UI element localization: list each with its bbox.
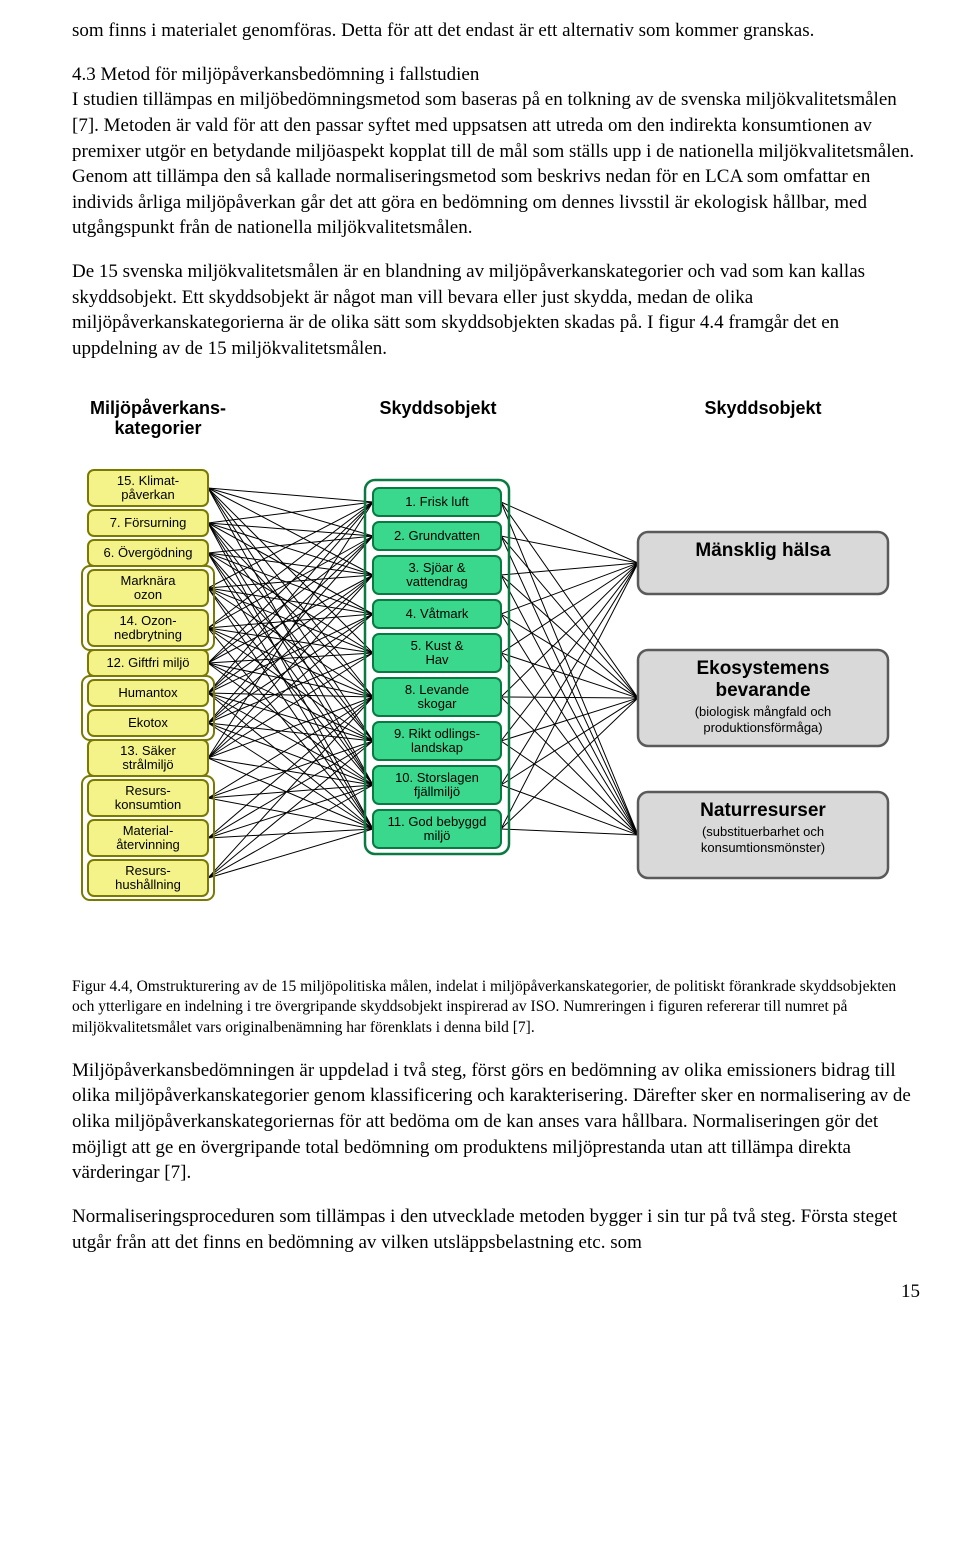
svg-text:miljö: miljö [424,828,451,843]
svg-text:5. Kust &: 5. Kust & [411,638,464,653]
edges-mid-right [501,502,638,835]
svg-text:7. Försurning: 7. Försurning [110,515,187,530]
svg-text:3. Sjöar &: 3. Sjöar & [408,560,465,575]
body-text: De 15 svenska miljökvalitetsmålen är en … [72,259,920,362]
col3-header: Skyddsobjekt [704,398,821,418]
page-number: 15 [72,1279,920,1305]
svg-text:påverkan: påverkan [121,487,174,502]
svg-text:nedbrytning: nedbrytning [114,627,182,642]
svg-text:strålmiljö: strålmiljö [122,757,173,772]
left-column: 15. Klimat-påverkan 7. Försurning 6. Överg… [82,470,214,900]
body-text: Normaliseringsproceduren som tillämpas i… [72,1204,920,1255]
svg-text:4. Våtmark: 4. Våtmark [406,606,469,621]
svg-text:(biologisk mångfald och: (biologisk mångfald och [695,704,832,719]
svg-text:Naturresurser: Naturresurser [700,800,826,821]
body-text: som finns i materialet genomföras. Detta… [72,18,920,44]
section-heading: 4.3 Metod för miljöpåverkansbedömning i … [72,62,920,241]
svg-text:hushållning: hushållning [115,877,181,892]
svg-text:15. Klimat-: 15. Klimat- [117,473,179,488]
svg-text:Resurs-: Resurs- [125,783,171,798]
svg-text:1. Frisk luft: 1. Frisk luft [405,494,469,509]
svg-text:vattendrag: vattendrag [406,574,467,589]
svg-text:fjällmiljö: fjällmiljö [414,784,460,799]
svg-text:ozon: ozon [134,587,162,602]
svg-text:9. Rikt odlings-: 9. Rikt odlings- [394,726,480,741]
figure-caption: Figur 4.4, Omstrukturering av de 15 milj… [72,977,920,1037]
svg-text:14. Ozon-: 14. Ozon- [119,613,176,628]
edges-left-mid [208,488,373,878]
col1-header: Miljöpåverkans- [90,398,226,418]
svg-text:6. Övergödning: 6. Övergödning [104,545,193,560]
right-column: Mänsklig hälsa Ekosystemensbevarande (biol… [638,532,888,878]
svg-text:konsumtionsmönster): konsumtionsmönster) [701,840,825,855]
svg-text:skogar: skogar [417,696,457,711]
svg-text:(substituerbarhet och: (substituerbarhet och [702,824,824,839]
mid-column: 1. Frisk luft 2. Grundvatten 3. Sjöar &vat… [365,480,509,854]
svg-text:Hav: Hav [425,652,449,667]
figure-4-4-diagram: Miljöpåverkans- kategorier Skyddsobjekt … [68,392,918,962]
svg-text:konsumtion: konsumtion [115,797,181,812]
body-text: Miljöpåverkansbedömningen är uppdelad i … [72,1058,920,1186]
col2-header: Skyddsobjekt [379,398,496,418]
svg-text:återvinning: återvinning [116,837,180,852]
svg-text:produktionsförmåga): produktionsförmåga) [703,720,822,735]
svg-text:2. Grundvatten: 2. Grundvatten [394,528,480,543]
svg-text:10. Storslagen: 10. Storslagen [395,770,479,785]
svg-text:11. God bebyggd: 11. God bebyggd [388,814,487,829]
svg-text:landskap: landskap [411,740,463,755]
col1-header-b: kategorier [114,418,201,438]
svg-text:13. Säker: 13. Säker [120,743,176,758]
svg-text:12. Giftfri miljö: 12. Giftfri miljö [106,655,189,670]
svg-text:Humantox: Humantox [118,685,178,700]
svg-text:Resurs-: Resurs- [125,863,171,878]
svg-text:Mänsklig hälsa: Mänsklig hälsa [695,540,831,561]
svg-text:bevarande: bevarande [715,680,810,701]
svg-text:8. Levande: 8. Levande [405,682,469,697]
svg-text:Material-: Material- [123,823,174,838]
svg-text:Ekotox: Ekotox [128,715,168,730]
svg-text:Marknära: Marknära [121,573,177,588]
svg-text:Ekosystemens: Ekosystemens [696,658,829,679]
